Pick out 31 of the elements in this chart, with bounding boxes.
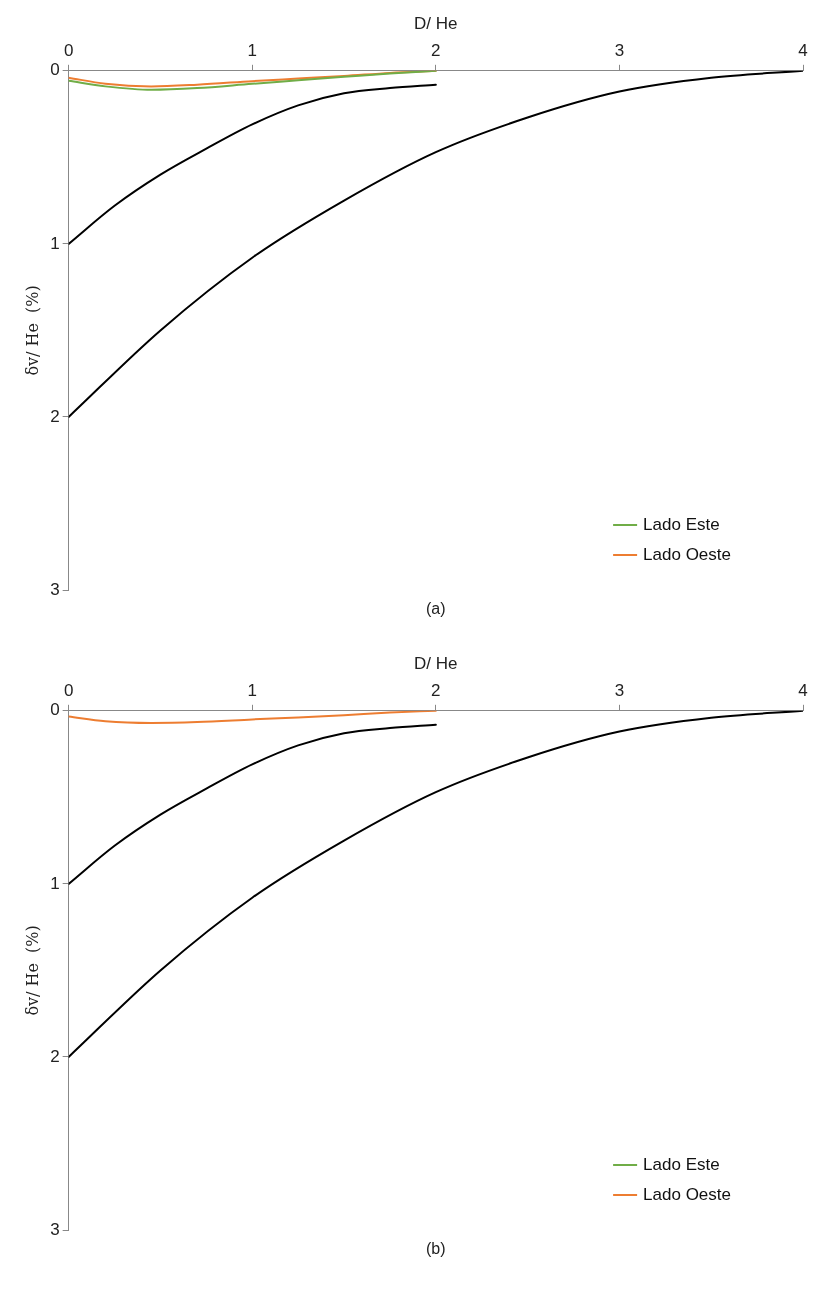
text: (a) [426, 600, 446, 618]
x-tick-label: 1 [247, 681, 257, 701]
x-tick-label: 4 [798, 681, 808, 701]
y-tick-label: 3 [50, 579, 60, 599]
text: (b) [426, 1240, 446, 1258]
y-axis-title: δv/ He (%) [22, 285, 42, 376]
y-tick-label: 1 [50, 873, 60, 893]
x-tick-label: 3 [614, 41, 625, 61]
legend-label: Lado Este [643, 1154, 720, 1174]
y-tick-label: 3 [50, 1219, 60, 1239]
x-tick-label: 0 [63, 681, 74, 701]
x-tick-label: 3 [614, 681, 625, 701]
legend-label: Lado Este [643, 514, 720, 534]
line-series [68, 710, 437, 724]
line-series [68, 723, 437, 885]
y-tick-label: 1 [50, 233, 60, 253]
x-tick-label: 4 [798, 41, 808, 61]
x-axis-title: D/ He [414, 653, 458, 673]
legend-label: Lado Oeste [643, 544, 732, 564]
y-tick-label: 2 [50, 1046, 60, 1066]
y-axis-title: δv/ He (%) [22, 925, 42, 1016]
x-tick-label: 0 [63, 41, 74, 61]
y-tick-label: 0 [50, 60, 60, 80]
y-tick-label: 0 [50, 700, 60, 720]
line-series [68, 83, 437, 245]
x-tick-label: 2 [431, 681, 441, 701]
x-axis-title: D/ He [414, 13, 458, 33]
y-tick-label: 2 [50, 406, 60, 426]
x-tick-label: 2 [431, 41, 441, 61]
legend-label: Lado Oeste [643, 1184, 732, 1204]
x-tick-label: 1 [247, 41, 257, 61]
